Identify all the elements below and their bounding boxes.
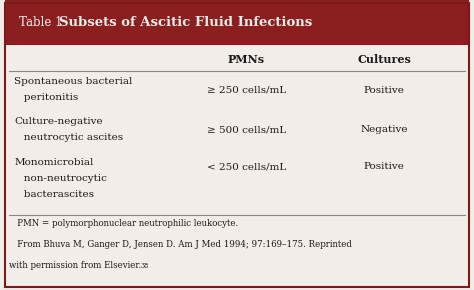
Text: PMNs: PMNs	[228, 54, 265, 65]
Text: Positive: Positive	[364, 162, 404, 171]
Text: Subsets of Ascitic Fluid Infections: Subsets of Ascitic Fluid Infections	[59, 16, 312, 29]
Bar	[5, 0, 469, 45]
Text: Table 1: Table 1	[19, 16, 70, 29]
Text: 38: 38	[141, 262, 149, 270]
Text: From Bhuva M, Ganger D, Jensen D. Am J Med 1994; 97:169–175. Reprinted: From Bhuva M, Ganger D, Jensen D. Am J M…	[9, 240, 352, 249]
Text: PMN = polymorphonuclear neutrophilic leukocyte.: PMN = polymorphonuclear neutrophilic leu…	[9, 219, 239, 228]
Text: bacterascites: bacterascites	[14, 190, 94, 199]
Text: Culture-negative: Culture-negative	[14, 117, 103, 126]
Text: Positive: Positive	[364, 86, 404, 95]
Text: peritonitis: peritonitis	[14, 93, 79, 102]
Text: Cultures: Cultures	[357, 54, 411, 65]
Text: < 250 cells/mL: < 250 cells/mL	[207, 162, 286, 171]
Text: Negative: Negative	[360, 125, 408, 134]
Text: neutrocytic ascites: neutrocytic ascites	[14, 133, 123, 142]
Text: non-neutrocytic: non-neutrocytic	[14, 174, 107, 183]
Text: ≥ 250 cells/mL: ≥ 250 cells/mL	[207, 86, 286, 95]
Text: Monomicrobial: Monomicrobial	[14, 158, 93, 167]
Text: Spontaneous bacterial: Spontaneous bacterial	[14, 77, 133, 86]
Text: ≥ 500 cells/mL: ≥ 500 cells/mL	[207, 125, 286, 134]
Text: with permission from Elsevier.: with permission from Elsevier.	[9, 261, 142, 270]
